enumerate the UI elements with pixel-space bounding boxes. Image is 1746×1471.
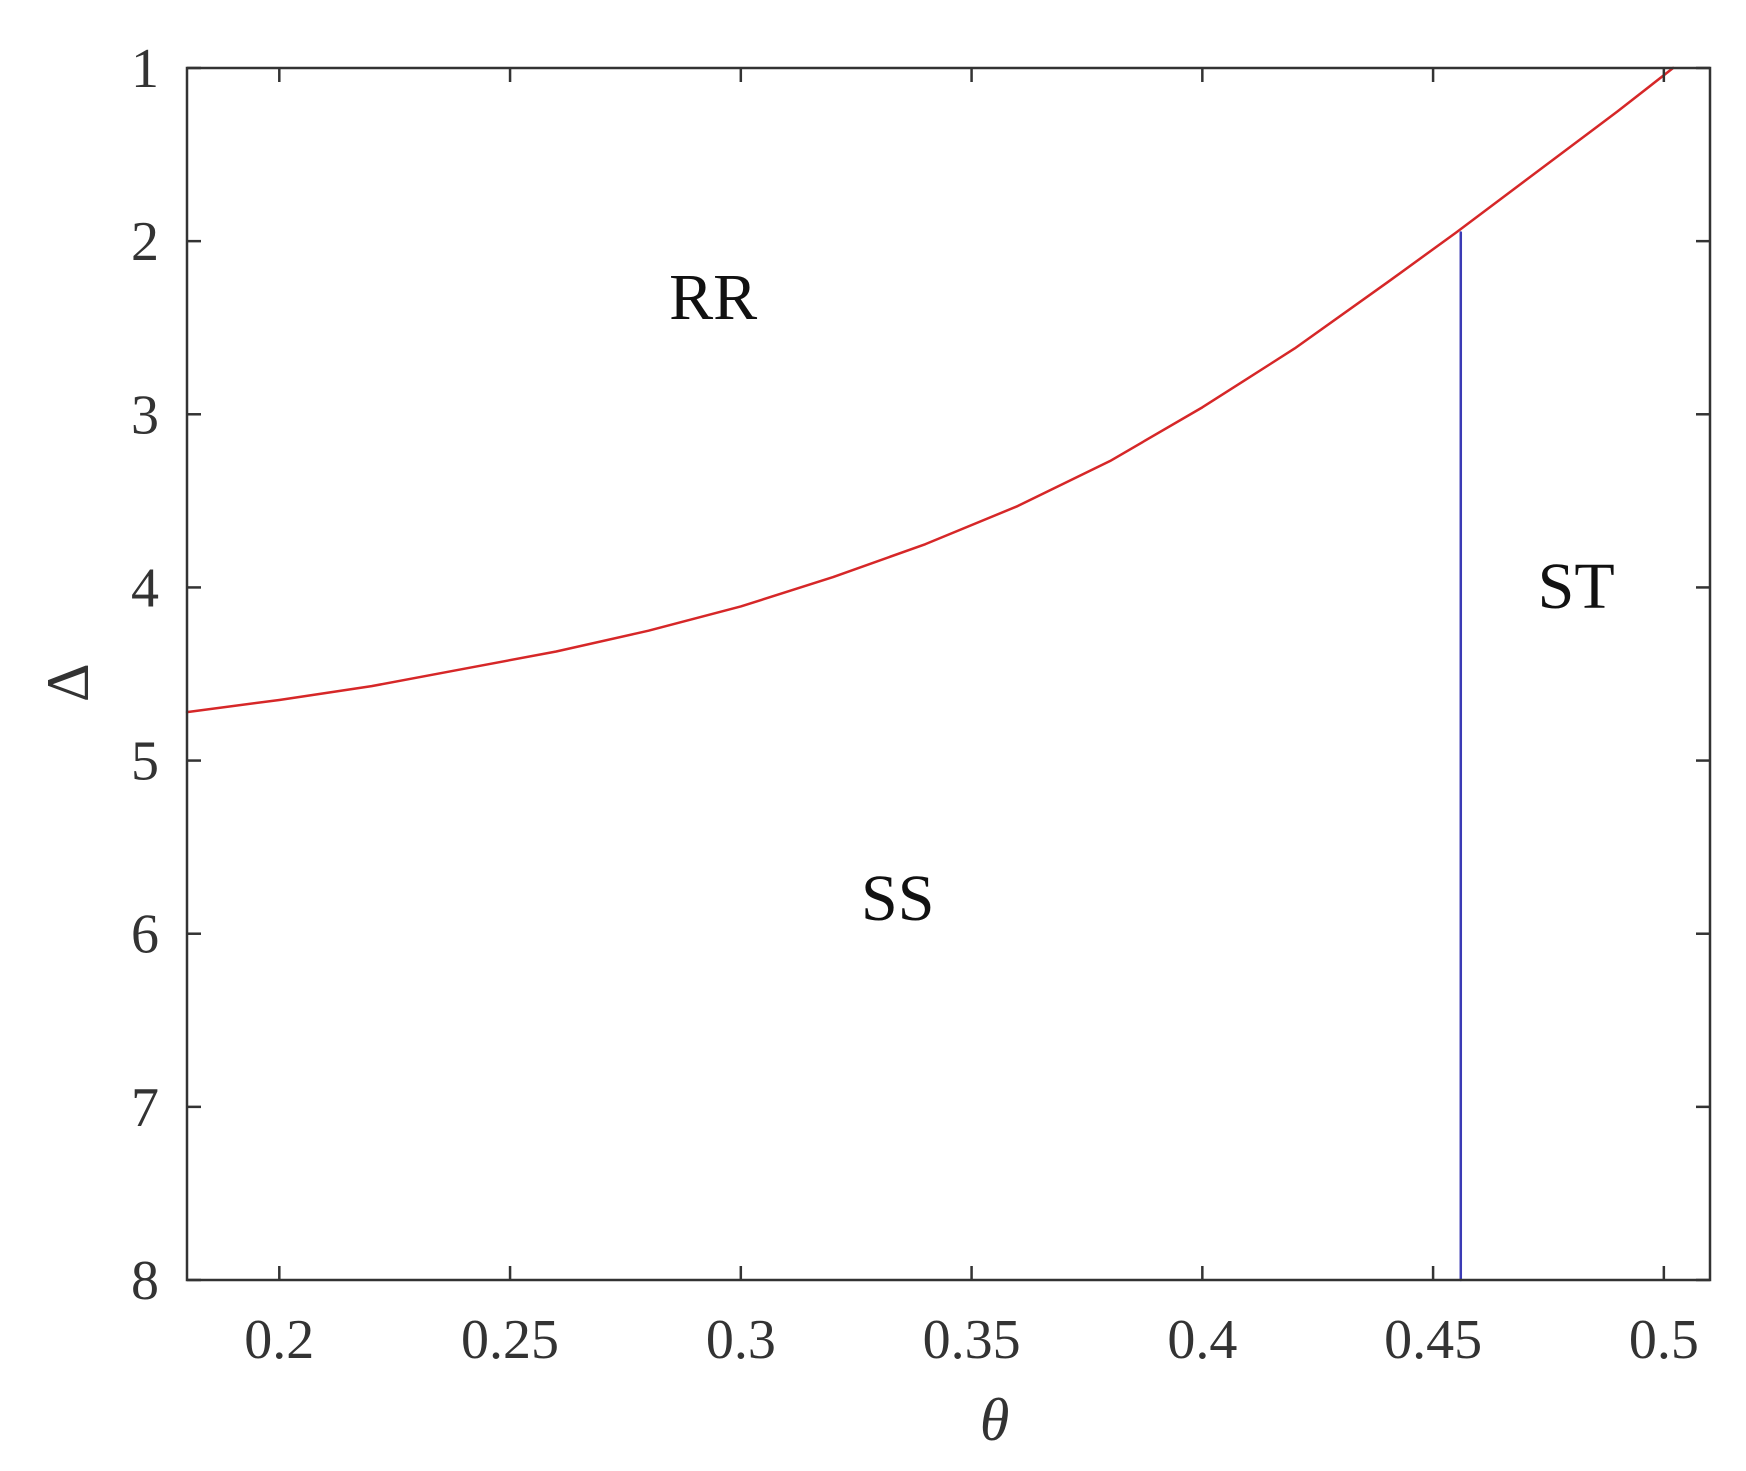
x-tick-label: 0.2 — [244, 1309, 314, 1371]
region-label-rr: RR — [669, 261, 757, 334]
y-tick-label: 7 — [131, 1077, 159, 1139]
y-tick-label: 1 — [131, 38, 159, 100]
x-tick-label: 0.25 — [461, 1309, 559, 1371]
x-axis-label: θ — [980, 1387, 1009, 1453]
x-tick-label: 0.3 — [706, 1309, 776, 1371]
plot-area-frame — [185, 66, 1712, 1282]
x-tick-label: 0.5 — [1629, 1309, 1699, 1371]
tick-layer: 0.2 0.25 0.3 0.35 0.4 0.45 0.5 1 2 3 4 5 6 7 8 — [131, 38, 1710, 1371]
y-axis-label: Δ — [35, 663, 101, 702]
x-tick-label: 0.4 — [1167, 1309, 1237, 1371]
y-tick-label: 3 — [131, 384, 159, 446]
y-tick-label: 4 — [131, 557, 159, 619]
region-label-ss: SS — [861, 862, 934, 935]
y-tick-label: 8 — [131, 1250, 159, 1312]
x-tick-label: 0.45 — [1384, 1309, 1482, 1371]
x-tick-label: 0.35 — [923, 1309, 1021, 1371]
y-tick-label: 2 — [131, 211, 159, 273]
boundary-curve — [185, 66, 1675, 714]
y-tick-label: 6 — [131, 904, 159, 966]
plot-layer — [185, 66, 1675, 1282]
label-layer: RR SS ST — [669, 261, 1615, 935]
region-label-st: ST — [1538, 550, 1615, 623]
y-tick-label: 5 — [131, 731, 159, 793]
